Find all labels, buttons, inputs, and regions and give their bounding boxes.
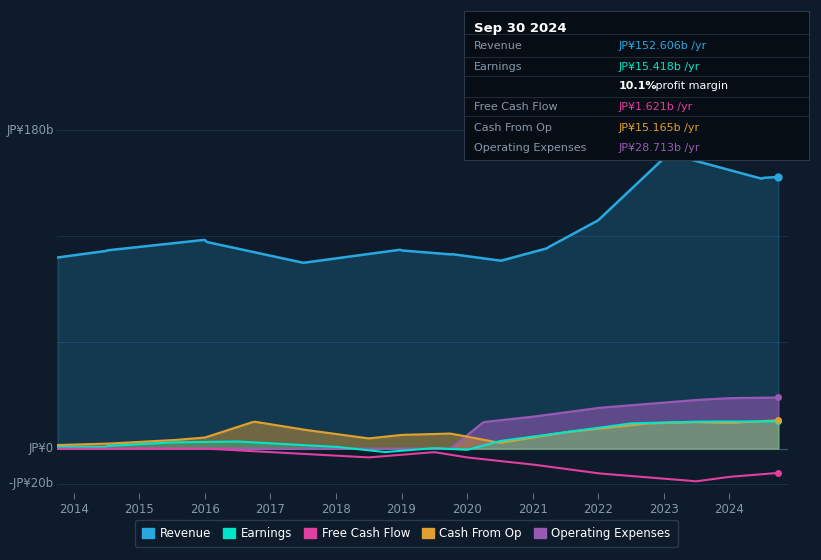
Text: JP¥15.418b /yr: JP¥15.418b /yr bbox=[619, 62, 700, 72]
Text: -JP¥20b: -JP¥20b bbox=[9, 478, 54, 491]
Text: JP¥1.621b /yr: JP¥1.621b /yr bbox=[619, 102, 693, 112]
Legend: Revenue, Earnings, Free Cash Flow, Cash From Op, Operating Expenses: Revenue, Earnings, Free Cash Flow, Cash … bbox=[135, 520, 678, 547]
Text: Operating Expenses: Operating Expenses bbox=[475, 143, 586, 153]
Text: Revenue: Revenue bbox=[475, 41, 523, 51]
Text: Free Cash Flow: Free Cash Flow bbox=[475, 102, 557, 112]
Text: JP¥180b: JP¥180b bbox=[7, 124, 54, 137]
Text: Earnings: Earnings bbox=[475, 62, 523, 72]
Text: Sep 30 2024: Sep 30 2024 bbox=[475, 22, 566, 35]
Text: 10.1%: 10.1% bbox=[619, 81, 658, 91]
Text: profit margin: profit margin bbox=[652, 81, 728, 91]
Text: JP¥0: JP¥0 bbox=[29, 442, 54, 455]
Text: Cash From Op: Cash From Op bbox=[475, 123, 552, 133]
Text: JP¥15.165b /yr: JP¥15.165b /yr bbox=[619, 123, 700, 133]
Text: JP¥152.606b /yr: JP¥152.606b /yr bbox=[619, 41, 707, 51]
Text: JP¥28.713b /yr: JP¥28.713b /yr bbox=[619, 143, 700, 153]
